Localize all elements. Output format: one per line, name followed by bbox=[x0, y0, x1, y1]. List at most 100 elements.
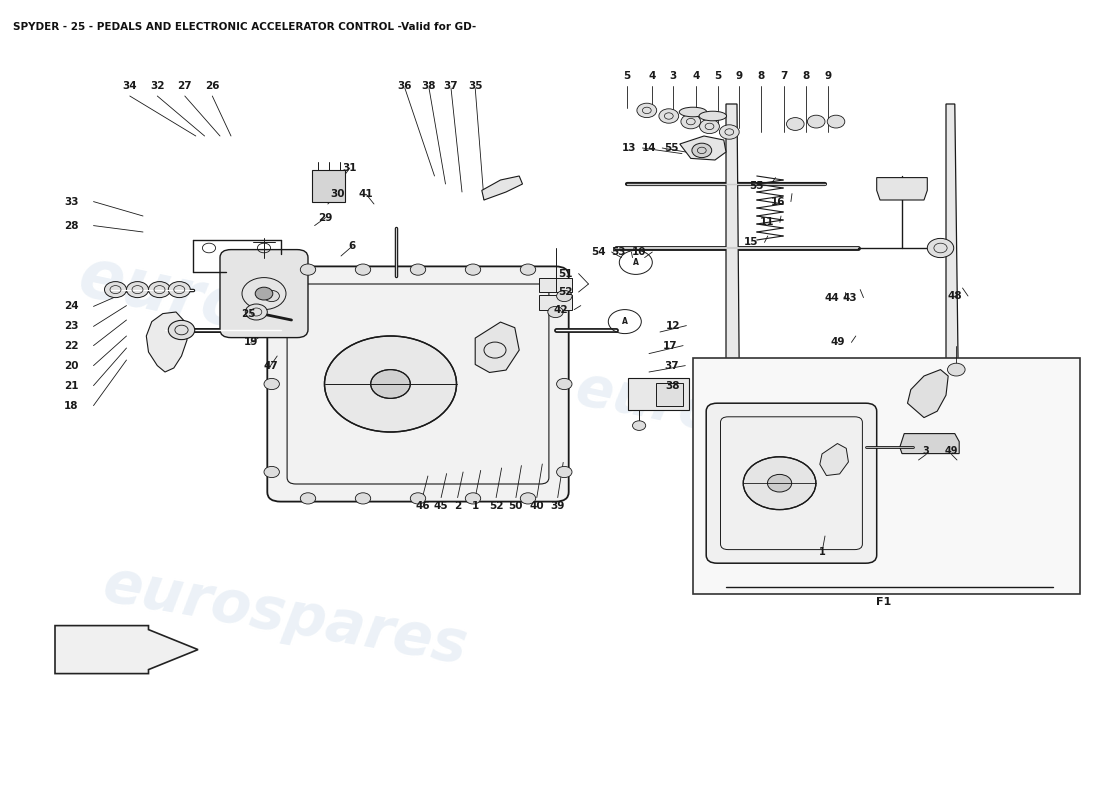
Text: 6: 6 bbox=[349, 242, 355, 251]
Text: 48: 48 bbox=[947, 291, 962, 301]
Polygon shape bbox=[475, 322, 519, 373]
Text: 34: 34 bbox=[122, 81, 138, 90]
Circle shape bbox=[465, 264, 481, 275]
Text: 3: 3 bbox=[923, 446, 930, 456]
Text: 45: 45 bbox=[433, 502, 449, 511]
Circle shape bbox=[807, 115, 825, 128]
Polygon shape bbox=[695, 370, 770, 392]
Text: 1: 1 bbox=[820, 547, 826, 557]
Text: 42: 42 bbox=[553, 305, 569, 314]
Text: 29: 29 bbox=[318, 213, 333, 222]
Circle shape bbox=[768, 474, 792, 492]
Text: SPYDER - 25 - PEDALS AND ELECTRONIC ACCELERATOR CONTROL -Valid for GD-: SPYDER - 25 - PEDALS AND ELECTRONIC ACCE… bbox=[13, 22, 476, 32]
Circle shape bbox=[264, 378, 279, 390]
Text: 2: 2 bbox=[454, 502, 461, 511]
Text: 50: 50 bbox=[508, 502, 524, 511]
Text: 21: 21 bbox=[64, 381, 79, 390]
Text: 12: 12 bbox=[666, 321, 681, 330]
Text: 30: 30 bbox=[330, 190, 345, 199]
Polygon shape bbox=[680, 136, 726, 160]
Text: 38: 38 bbox=[664, 381, 680, 390]
Text: 9: 9 bbox=[736, 71, 743, 81]
Circle shape bbox=[927, 238, 954, 258]
Text: 49: 49 bbox=[830, 338, 846, 347]
Text: eurospares: eurospares bbox=[73, 244, 499, 396]
Polygon shape bbox=[877, 178, 927, 200]
Circle shape bbox=[371, 370, 410, 398]
Text: A: A bbox=[621, 317, 628, 326]
Text: 7: 7 bbox=[781, 71, 788, 81]
Text: 55: 55 bbox=[749, 181, 764, 190]
Circle shape bbox=[827, 115, 845, 128]
Circle shape bbox=[947, 363, 965, 376]
Circle shape bbox=[520, 264, 536, 275]
Text: 27: 27 bbox=[177, 81, 192, 90]
Circle shape bbox=[719, 125, 739, 139]
Circle shape bbox=[681, 114, 701, 129]
Circle shape bbox=[245, 304, 267, 320]
Text: 44: 44 bbox=[824, 293, 839, 302]
Ellipse shape bbox=[680, 107, 706, 117]
Text: 23: 23 bbox=[64, 322, 79, 331]
Circle shape bbox=[465, 493, 481, 504]
Text: 53: 53 bbox=[610, 247, 626, 257]
Circle shape bbox=[264, 290, 279, 302]
Text: A: A bbox=[632, 258, 639, 267]
Text: 19: 19 bbox=[243, 338, 258, 347]
Text: 3: 3 bbox=[670, 71, 676, 81]
Text: 9: 9 bbox=[825, 71, 832, 81]
Text: 14: 14 bbox=[641, 143, 657, 153]
FancyBboxPatch shape bbox=[220, 250, 308, 338]
FancyBboxPatch shape bbox=[267, 266, 569, 502]
Text: 40: 40 bbox=[529, 502, 544, 511]
Circle shape bbox=[700, 119, 719, 134]
Bar bbox=[312, 170, 345, 202]
Circle shape bbox=[557, 290, 572, 302]
Text: 35: 35 bbox=[468, 81, 483, 90]
Text: 49: 49 bbox=[945, 446, 958, 456]
Circle shape bbox=[126, 282, 148, 298]
Text: 51: 51 bbox=[558, 269, 573, 278]
Polygon shape bbox=[482, 176, 522, 200]
Text: 15: 15 bbox=[744, 238, 759, 247]
Text: 22: 22 bbox=[64, 341, 79, 350]
Circle shape bbox=[637, 103, 657, 118]
Polygon shape bbox=[936, 104, 958, 371]
Text: 8: 8 bbox=[758, 71, 764, 81]
Text: 31: 31 bbox=[342, 163, 358, 173]
Text: 17: 17 bbox=[662, 341, 678, 350]
Polygon shape bbox=[820, 443, 848, 475]
Text: 52: 52 bbox=[488, 502, 504, 511]
Circle shape bbox=[520, 493, 536, 504]
Text: 25: 25 bbox=[241, 309, 256, 318]
Polygon shape bbox=[55, 626, 198, 674]
Bar bbox=[628, 378, 689, 410]
Text: 10: 10 bbox=[631, 247, 647, 257]
Text: 24: 24 bbox=[64, 302, 79, 311]
Text: 36: 36 bbox=[397, 81, 412, 90]
Bar bbox=[693, 358, 1080, 594]
Circle shape bbox=[168, 320, 195, 339]
Text: 28: 28 bbox=[64, 221, 79, 230]
Bar bbox=[539, 295, 572, 310]
Circle shape bbox=[692, 143, 712, 158]
Circle shape bbox=[355, 493, 371, 504]
Circle shape bbox=[557, 466, 572, 478]
Text: 18: 18 bbox=[64, 401, 79, 410]
Bar bbox=[539, 278, 572, 292]
Text: 1: 1 bbox=[472, 502, 478, 511]
Circle shape bbox=[557, 378, 572, 390]
Polygon shape bbox=[146, 312, 187, 372]
Text: F1: F1 bbox=[876, 597, 891, 606]
Circle shape bbox=[410, 264, 426, 275]
Circle shape bbox=[300, 493, 316, 504]
Text: 32: 32 bbox=[150, 81, 165, 90]
Text: 47: 47 bbox=[263, 361, 278, 370]
Circle shape bbox=[264, 466, 279, 478]
Polygon shape bbox=[908, 370, 948, 418]
Text: 55: 55 bbox=[663, 143, 679, 153]
Text: 4: 4 bbox=[649, 71, 656, 81]
Text: eurospares: eurospares bbox=[99, 556, 473, 676]
Bar bbox=[656, 383, 683, 406]
Text: 54: 54 bbox=[591, 247, 606, 257]
